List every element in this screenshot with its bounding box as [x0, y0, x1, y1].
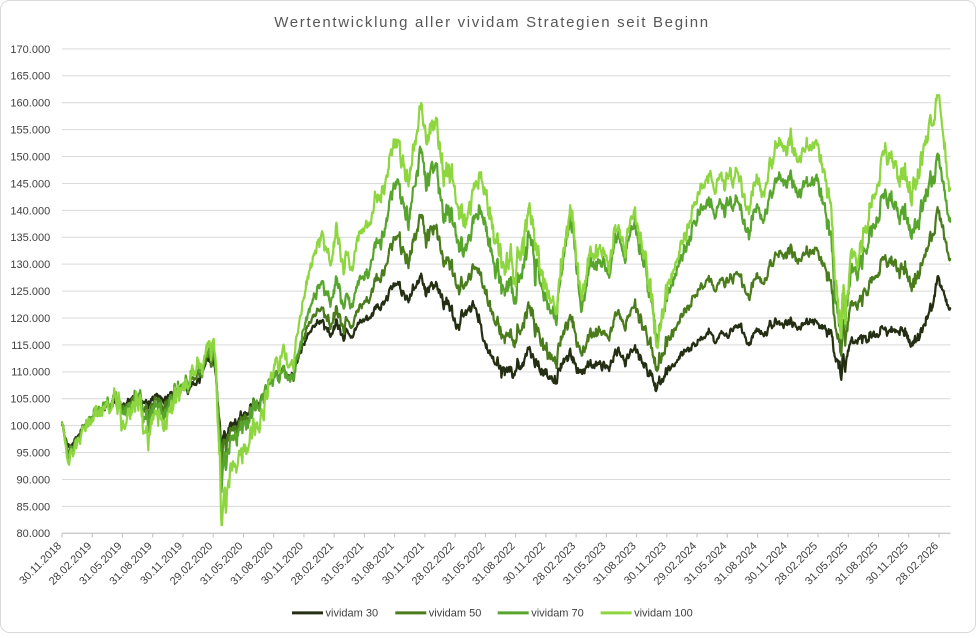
svg-text:Wertentwicklung aller vividam: Wertentwicklung aller vividam Strategien…	[274, 14, 710, 31]
svg-text:135.000: 135.000	[10, 232, 50, 244]
svg-text:145.000: 145.000	[10, 178, 50, 190]
svg-text:105.000: 105.000	[10, 394, 50, 406]
svg-text:160.000: 160.000	[10, 98, 50, 110]
svg-text:140.000: 140.000	[10, 205, 50, 217]
svg-text:150.000: 150.000	[10, 151, 50, 163]
svg-text:85.000: 85.000	[17, 501, 51, 513]
svg-text:115.000: 115.000	[11, 340, 50, 352]
svg-text:120.000: 120.000	[10, 313, 50, 325]
svg-text:vividam 50: vividam 50	[429, 607, 482, 619]
svg-text:165.000: 165.000	[10, 71, 50, 83]
svg-text:125.000: 125.000	[10, 286, 50, 298]
svg-text:90.000: 90.000	[17, 474, 51, 486]
svg-text:80.000: 80.000	[17, 528, 51, 540]
svg-text:110.000: 110.000	[11, 367, 50, 379]
svg-text:155.000: 155.000	[10, 125, 50, 137]
svg-text:vividam 100: vividam 100	[634, 607, 693, 619]
svg-text:95.000: 95.000	[17, 447, 51, 459]
svg-text:130.000: 130.000	[10, 259, 50, 271]
svg-text:170.000: 170.000	[10, 44, 50, 56]
svg-text:vividam 30: vividam 30	[326, 607, 379, 619]
svg-text:100.000: 100.000	[10, 421, 50, 433]
svg-text:vividam 70: vividam 70	[531, 607, 584, 619]
